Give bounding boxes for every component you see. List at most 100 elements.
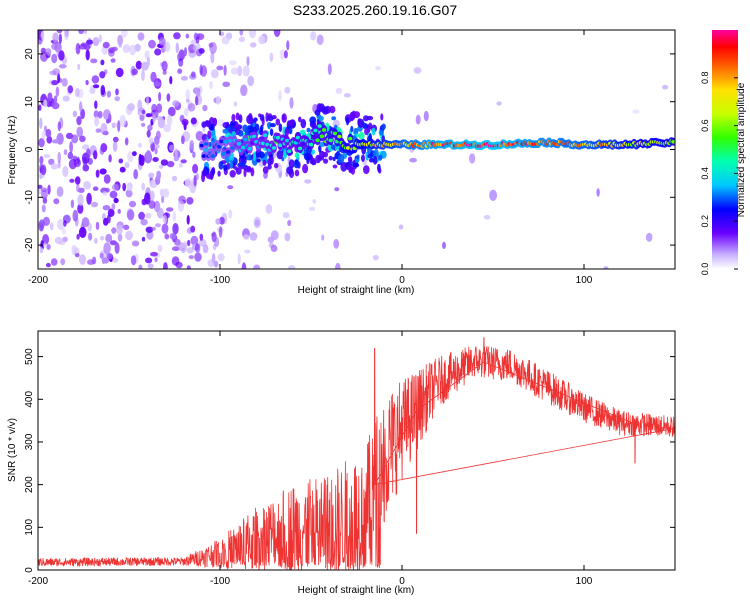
noise-blob (141, 182, 146, 191)
ridge-scatter-blob (262, 166, 269, 174)
noise-blob (38, 36, 43, 45)
ridge-scatter-blob (235, 167, 242, 175)
noise-blob (40, 51, 48, 62)
ridge-scatter-blob (201, 169, 209, 176)
noise-blob (51, 102, 60, 110)
noise-blob (149, 190, 155, 201)
noise-blob (163, 262, 168, 269)
noise-blob (145, 113, 153, 118)
ridge-core (241, 145, 246, 150)
noise-blob (198, 48, 205, 54)
ridge-scatter-blob (237, 130, 244, 137)
noise-blob (158, 164, 164, 169)
snr-series-line (38, 337, 675, 570)
ridge-scatter-blob (269, 123, 276, 128)
ridge-scatter-blob (294, 169, 300, 177)
noise-blob (125, 189, 133, 198)
noise-blob (128, 200, 137, 208)
noise-blob (270, 244, 278, 252)
noise-blob (50, 258, 58, 266)
noise-blob (244, 249, 251, 254)
noise-blob (105, 233, 113, 243)
noise-blob (60, 258, 66, 266)
noise-blob (632, 109, 640, 114)
ridge-scatter-blob (298, 116, 302, 123)
noise-blob (85, 49, 90, 61)
ridge-core (287, 149, 292, 153)
noise-blob (112, 257, 119, 263)
noise-blob (94, 100, 98, 109)
noise-blob (333, 238, 340, 249)
noise-blob (122, 182, 127, 192)
colorbar-tick-label: 0.0 (700, 263, 710, 276)
ridge-scatter-blob (282, 114, 286, 120)
noise-blob (194, 252, 202, 262)
ridge-scatter-blob (253, 151, 256, 162)
noise-blob (90, 58, 98, 64)
noise-blob (77, 187, 85, 193)
noise-blob (145, 212, 152, 219)
ridge-scatter-blob (218, 161, 224, 170)
ridge-scatter-blob (347, 156, 353, 163)
ridge-scatter-blob (367, 153, 373, 159)
y-tick-label: 300 (24, 433, 35, 450)
noise-blob (62, 236, 68, 243)
noise-blob (100, 122, 108, 135)
noise-blob (70, 199, 75, 209)
noise-blob (181, 135, 185, 145)
ridge-core (317, 124, 322, 128)
ridge-scatter-blob (243, 168, 247, 178)
y-tick-label: -20 (24, 237, 35, 252)
noise-blob (117, 233, 123, 242)
ridge-scatter-blob (344, 162, 349, 168)
ridge-scatter-blob (379, 129, 384, 136)
ridge-scatter-blob (306, 127, 311, 133)
ridge-scatter-blob (378, 167, 382, 174)
ridge-core (210, 154, 215, 158)
noise-blob (241, 262, 247, 269)
noise-blob (154, 48, 162, 56)
ridge-scatter-blob (223, 164, 228, 172)
ridge-scatter-blob (267, 164, 272, 170)
ridge-core (221, 152, 226, 156)
noise-blob (309, 206, 316, 211)
noise-blob (131, 68, 138, 76)
noise-blob (375, 66, 382, 71)
ridge-scatter-blob (332, 156, 336, 162)
noise-blob (52, 139, 60, 144)
noise-blob (171, 246, 180, 252)
snr-xlabel: Height of straight line (km) (298, 585, 415, 596)
spectrogram-marks (38, 30, 675, 269)
noise-blob (57, 160, 61, 169)
noise-blob (43, 154, 51, 159)
ridge-core (230, 146, 235, 150)
ridge-scatter-blob (314, 109, 321, 116)
ridge-scatter-blob (308, 153, 312, 161)
y-tick-label: 10 (24, 96, 35, 108)
noise-blob (185, 89, 190, 101)
ridge-core (276, 135, 281, 140)
noise-blob (153, 200, 161, 213)
ridge-scatter-blob (283, 150, 288, 159)
noise-blob (118, 43, 123, 48)
ridge-scatter-blob (329, 105, 336, 114)
noise-blob (321, 234, 325, 241)
ridge-scatter-blob (381, 123, 386, 130)
noise-blob (100, 235, 105, 241)
noise-blob (195, 36, 200, 44)
x-tick-label: -200 (28, 576, 48, 587)
noise-blob (227, 185, 234, 190)
noise-blob (146, 129, 151, 138)
noise-blob (267, 236, 275, 243)
noise-blob (215, 218, 221, 225)
noise-blob (110, 58, 116, 63)
noise-blob (111, 46, 118, 52)
noise-blob (415, 114, 421, 125)
noise-blob (141, 61, 149, 71)
x-tick-label: -100 (210, 576, 230, 587)
noise-blob (126, 209, 135, 221)
ridge-core (345, 146, 351, 150)
noise-blob (147, 124, 153, 131)
noise-blob (94, 237, 98, 244)
